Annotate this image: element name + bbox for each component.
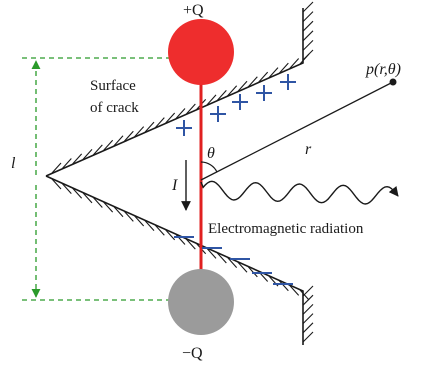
hatch-tick [258,71,269,83]
hatch-tick [302,20,314,32]
hatch-tick [302,1,314,13]
hatch-tick [206,94,217,106]
hatch-tick [227,257,238,268]
hatch-tick [216,252,227,264]
hatch-tick [113,135,124,147]
hatch-tick [237,261,248,273]
bottom-charge-label: −Q [182,345,203,362]
hatch-tick [278,280,289,292]
hatch-tick [61,158,72,169]
hatch-tick [82,192,93,204]
hatch-tick [51,178,62,190]
theta-label: θ [207,145,215,162]
crack-lower-surface [45,175,304,345]
negative-surface-charges [174,236,293,285]
hatch-tick [237,80,248,92]
hatch-tick [302,331,314,343]
hatch-tick [103,139,114,151]
positive-charge [168,19,234,85]
hatch-tick [154,224,165,236]
radiation-label: Electromagnetic radiation [208,221,364,237]
hatch-tick [175,108,186,119]
lower-wall-hatching [302,285,314,343]
positive-surface-charges [176,74,296,136]
hatch-tick [92,144,103,156]
hatch-tick [165,112,176,124]
lower-surface-hatching [51,178,310,301]
hatch-tick [278,62,289,74]
hatch-tick [302,294,314,306]
hatch-tick [144,220,155,231]
theta-arc [200,161,218,173]
surface-label-line1: Surface [90,78,136,94]
hatch-tick [61,183,72,194]
hatch-tick [165,229,176,241]
hatch-tick [289,58,300,69]
current-label: I [171,177,178,194]
hatch-tick [227,85,238,97]
hatch-tick [154,117,165,128]
length-label: l [11,155,16,172]
hatch-tick [123,211,134,222]
hatch-tick [185,103,196,115]
hatch-tick [289,285,300,296]
point-label: p(r,θ) [365,61,401,78]
hatch-tick [302,40,314,51]
hatch-tick [51,162,62,174]
radius-line [200,81,394,181]
hatch-tick [216,89,227,101]
hatch-tick [302,49,314,61]
hatch-tick [72,153,83,165]
observation-point [389,78,397,86]
upper-wall-hatching [302,1,314,61]
hatch-tick [113,206,124,218]
hatch-tick [247,266,258,278]
hatch-tick [144,121,155,133]
hatch-tick [185,238,196,250]
hatch-tick [134,126,145,138]
upper-surface-hatching [51,53,310,174]
hatch-tick [302,304,314,315]
hatch-tick [134,215,145,227]
radiation-wave [200,180,399,205]
hatch-tick [268,67,279,78]
hatch-tick [206,248,217,259]
hatch-tick [72,187,83,199]
crack-upper-surface [45,8,304,177]
radius-label: r [305,141,312,158]
top-charge-label: +Q [183,2,204,19]
hatch-tick [302,30,314,42]
hatch-tick [103,201,114,213]
hatch-tick [302,313,314,324]
hatch-tick [82,149,93,160]
hatch-tick [92,197,103,208]
hatch-tick [302,11,314,22]
surface-label-line2: of crack [90,100,139,116]
hatch-tick [302,285,314,297]
crack-outline [45,8,304,345]
hatch-tick [123,130,134,142]
negative-charge [168,269,234,335]
hatch-tick [247,76,258,88]
hatch-tick [302,322,314,334]
